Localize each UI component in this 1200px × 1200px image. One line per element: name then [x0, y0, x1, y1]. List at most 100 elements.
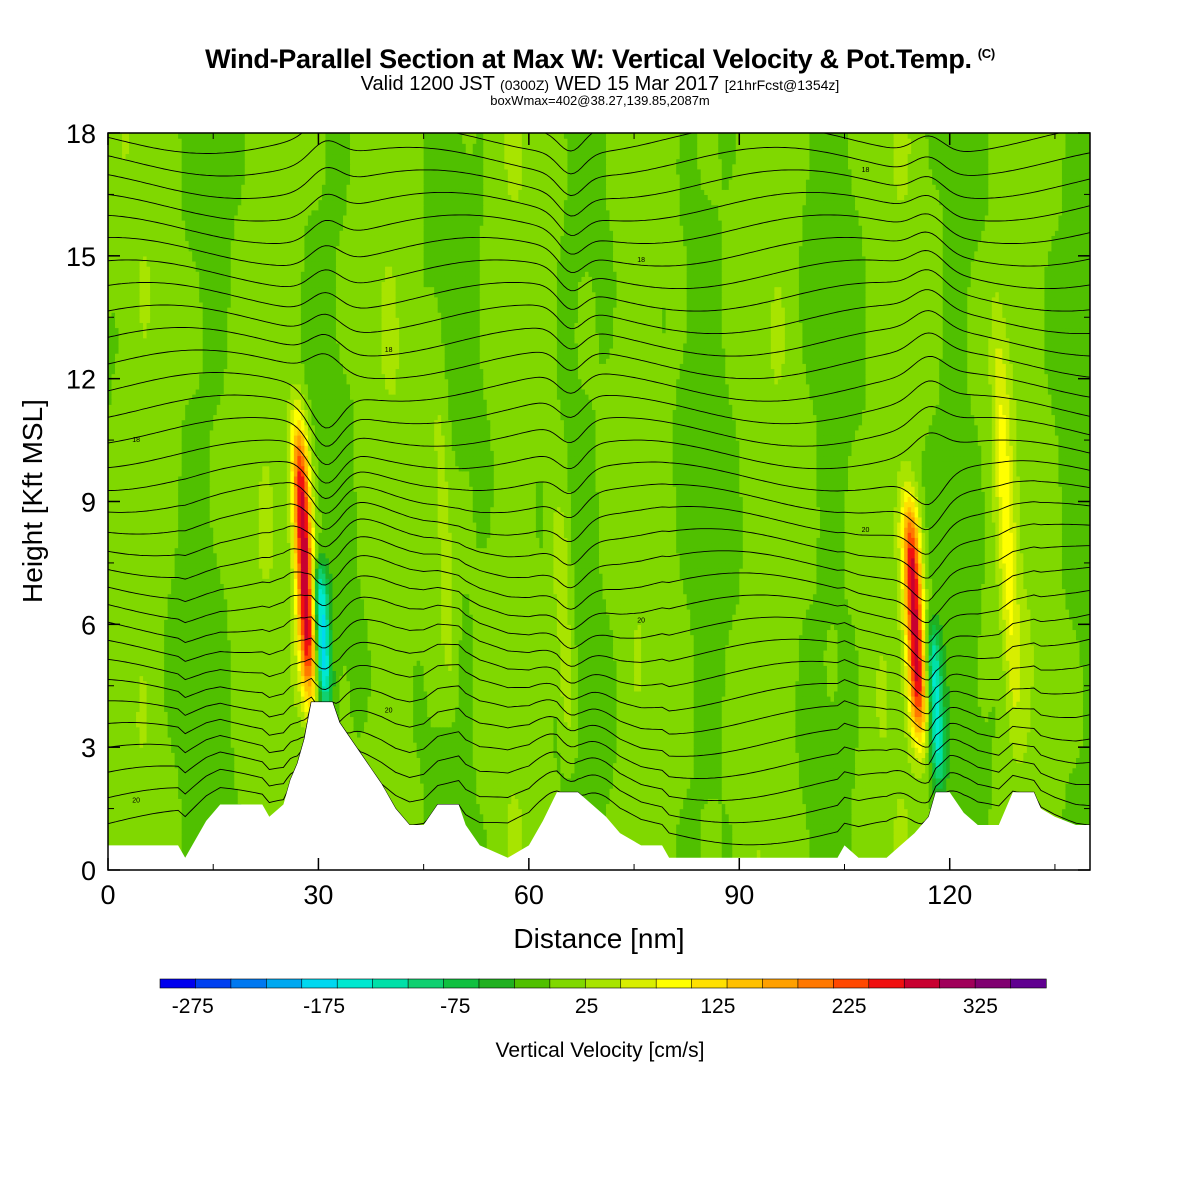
w-cell	[873, 829, 877, 835]
w-cell	[816, 819, 820, 825]
w-cell	[620, 819, 624, 825]
w-cell	[666, 839, 670, 845]
w-cell	[869, 834, 873, 840]
w-cell	[876, 803, 880, 809]
w-cell	[497, 829, 501, 835]
w-cell	[687, 839, 691, 845]
w-cell	[497, 803, 501, 809]
w-cell	[385, 778, 389, 784]
w-cell	[792, 824, 796, 830]
w-cell	[1069, 809, 1073, 815]
w-cell	[974, 809, 978, 815]
w-cell	[795, 824, 799, 830]
w-cell	[466, 798, 470, 804]
w-cell	[781, 814, 785, 820]
w-cell	[918, 798, 922, 804]
w-cell	[543, 783, 547, 789]
w-cell	[757, 834, 761, 840]
w-cell	[1055, 809, 1059, 815]
w-cell	[837, 788, 841, 794]
w-cell	[739, 803, 743, 809]
w-cell	[708, 798, 712, 804]
w-cell	[641, 839, 645, 845]
w-cell	[809, 819, 813, 825]
w-cell	[518, 824, 522, 830]
w-cell	[792, 850, 796, 856]
w-cell	[655, 834, 659, 840]
w-cell	[147, 803, 151, 809]
w-cell	[452, 798, 456, 804]
w-cell	[995, 798, 999, 804]
w-cell	[154, 798, 158, 804]
w-cell	[725, 788, 729, 794]
w-cell	[206, 798, 210, 804]
w-cell	[736, 844, 740, 850]
w-cell	[504, 778, 508, 784]
w-cell	[753, 814, 757, 820]
w-cell	[648, 839, 652, 845]
w-cell	[725, 814, 729, 820]
w-cell	[539, 783, 543, 789]
w-cell	[673, 824, 677, 830]
w-cell	[683, 788, 687, 794]
w-cell	[490, 788, 494, 794]
w-cell	[578, 783, 582, 789]
w-cell	[908, 809, 912, 815]
w-cell	[778, 803, 782, 809]
w-cell	[883, 824, 887, 830]
w-cell	[785, 793, 789, 799]
w-cell	[553, 778, 557, 784]
w-cell	[199, 783, 203, 789]
w-cell	[855, 844, 859, 850]
w-cell	[848, 819, 852, 825]
w-cell	[427, 798, 431, 804]
w-cell	[813, 814, 817, 820]
w-cell	[466, 778, 470, 784]
w-cell	[778, 824, 782, 830]
w-cell	[971, 809, 975, 815]
w-cell	[175, 834, 179, 840]
w-cell	[774, 809, 778, 815]
w-cell	[890, 783, 894, 789]
w-cell	[455, 793, 459, 799]
w-cell	[848, 783, 852, 789]
w-cell	[915, 788, 919, 794]
w-cell	[434, 798, 438, 804]
w-cell	[627, 783, 631, 789]
w-cell	[126, 778, 130, 784]
w-cell	[978, 809, 982, 815]
w-cell	[185, 819, 189, 825]
w-cell	[497, 798, 501, 804]
w-cell	[859, 783, 863, 789]
w-cell	[774, 778, 778, 784]
w-cell	[161, 778, 165, 784]
w-cell	[511, 803, 515, 809]
w-cell	[610, 809, 614, 815]
w-cell	[715, 809, 719, 815]
w-cell	[1079, 809, 1083, 815]
w-cell	[701, 829, 705, 835]
w-cell	[420, 814, 424, 820]
w-cell	[119, 783, 123, 789]
w-cell	[262, 798, 266, 804]
w-cell	[918, 809, 922, 815]
w-cell	[150, 793, 154, 799]
w-cell	[259, 783, 263, 789]
w-cell	[638, 793, 642, 799]
w-cell	[711, 824, 715, 830]
w-cell	[410, 793, 414, 799]
w-cell	[508, 814, 512, 820]
w-cell	[750, 783, 754, 789]
w-cell	[238, 783, 242, 789]
w-cell	[683, 803, 687, 809]
w-cell	[438, 783, 442, 789]
w-cell	[767, 850, 771, 856]
w-cell	[469, 824, 473, 830]
w-cell	[487, 839, 491, 845]
w-cell	[718, 778, 722, 784]
w-cell	[178, 839, 182, 845]
w-cell	[431, 803, 435, 809]
w-cell	[501, 793, 505, 799]
w-cell	[252, 783, 256, 789]
w-cell	[133, 824, 137, 830]
